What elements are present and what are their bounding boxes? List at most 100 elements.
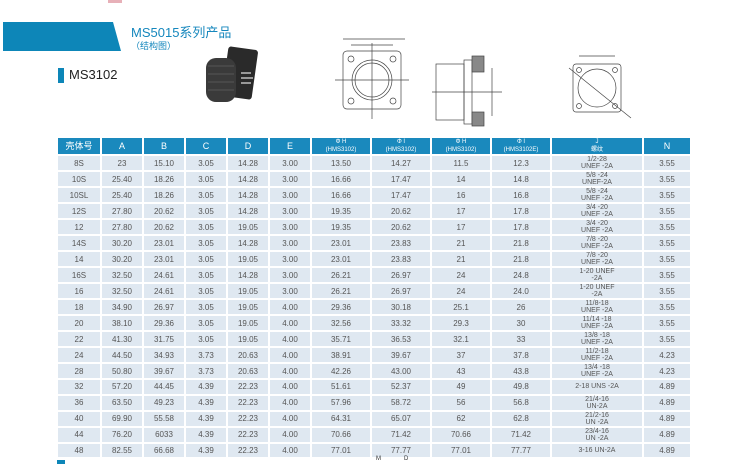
table-cell: 3.55 (644, 300, 690, 314)
table-cell: 70.66 (432, 427, 490, 442)
table-header-row: 壳体号 A B C D E Φ H (HMS3102) Φ I (HMS3102) Φ H (HMS3… (58, 138, 690, 154)
table-cell: 10SL (58, 188, 100, 202)
table-cell: 21.8 (492, 236, 550, 250)
thread-spec-line: UNEF -2A (581, 307, 613, 314)
table-cell: 20.63 (228, 348, 268, 362)
table-cell: 14.27 (372, 156, 430, 170)
table-cell: 11/2-18 UNEF -2A (552, 348, 642, 362)
table-cell: 5/8 -24 UNEF-2A (552, 172, 642, 186)
table-cell: 4.00 (270, 380, 310, 394)
table-cell: 20 (58, 316, 100, 330)
table-cell: 77.77 (372, 443, 430, 458)
table-cell: 32 (58, 380, 100, 394)
table-cell: 25.1 (432, 300, 490, 314)
top-mark (108, 0, 122, 3)
table-cell: 11/8-18 UNEF -2A (552, 300, 642, 314)
table-cell: 64.31 (312, 411, 370, 426)
thread-spec-line: 3-16 UN-2A (578, 447, 616, 455)
table-cell: 19.35 (312, 220, 370, 234)
table-cell: 4.00 (270, 364, 310, 378)
table-cell: 13/8 -18 UNEF -2A (552, 332, 642, 346)
table-cell: 18 (58, 300, 100, 314)
column-header: J 螺纹 (552, 138, 642, 154)
table-cell: 77.77 (492, 443, 550, 458)
thread-spec-line: -2A (591, 291, 603, 298)
table-cell: 3.55 (644, 204, 690, 218)
table-cell: 21/2-16 UN -2A (552, 411, 642, 426)
thread-spec-line: UNEF -2A (581, 211, 613, 218)
table-cell: 23.01 (312, 236, 370, 250)
table-cell: 3.73 (186, 348, 226, 362)
table-cell: 3.00 (270, 220, 310, 234)
table-cell: 17 (432, 204, 490, 218)
table-cell: 39.67 (372, 348, 430, 362)
table-cell: 32.50 (102, 284, 142, 298)
thread-spec-line: UN -2A (585, 434, 609, 442)
thread-spec-line: 7/8 -20 (586, 236, 608, 243)
thread-spec-line: 13/8 -18 (584, 332, 610, 339)
thread-spec-line: 7/8 -20 (586, 252, 608, 259)
table-cell: 58.72 (372, 395, 430, 410)
rear-view-drawing (568, 55, 632, 119)
table-cell: 17 (432, 220, 490, 234)
table-cell: 14.8 (492, 172, 550, 186)
table-cell: 20.62 (372, 220, 430, 234)
column-header: N (644, 138, 690, 154)
table-row: 20 38.10 29.36 3.05 19.05 4.00 32.56 33.32 29.3 3… (58, 316, 690, 330)
table-cell: 24 (432, 268, 490, 282)
thread-spec-line: 2-18 UNS -2A (575, 383, 619, 391)
table-cell: 11.5 (432, 156, 490, 170)
table-cell: 71.42 (492, 427, 550, 442)
table-cell: 4.00 (270, 332, 310, 346)
table-cell: 82.55 (102, 443, 142, 458)
table-cell: 39.67 (144, 364, 184, 378)
column-header-label: Φ I (516, 139, 526, 145)
column-header: E (270, 138, 310, 154)
table-cell: 16.8 (492, 188, 550, 202)
column-header: Φ H (HMS3102) (312, 138, 370, 154)
connector-photo (206, 46, 258, 102)
table-cell: 3.00 (270, 284, 310, 298)
column-header-label: A (118, 141, 125, 151)
table-cell: 14 (432, 172, 490, 186)
side-view-drawing (432, 55, 502, 127)
table-cell: 44 (58, 427, 100, 442)
table-cell: 3.05 (186, 316, 226, 330)
table-row: 28 50.80 39.67 3.73 20.63 4.00 42.26 43.00 43 43.… (58, 364, 690, 378)
table-cell: 20.62 (372, 204, 430, 218)
table-cell: 52.37 (372, 380, 430, 394)
column-header-label: 壳体号 (65, 141, 93, 151)
table-row: 48 82.55 66.68 4.39 22.23 4.00 77.01 77.77 77.01… (58, 443, 690, 458)
table-cell: 3.05 (186, 220, 226, 234)
table-cell: 19.05 (228, 220, 268, 234)
table-cell: 42.26 (312, 364, 370, 378)
table-cell: 34.93 (144, 348, 184, 362)
table-cell: 24.61 (144, 268, 184, 282)
table-cell: 14S (58, 236, 100, 250)
table-cell: 26.97 (372, 268, 430, 282)
table-cell: 2-18 UNS -2A (552, 380, 642, 394)
table-cell: 57.20 (102, 380, 142, 394)
table-cell: 6033 (144, 427, 184, 442)
page-title: MS5015系列产品 (131, 25, 232, 40)
table-row: 10S 25.40 18.26 3.05 14.28 3.00 16.66 17.47 14 14… (58, 172, 690, 186)
column-header-label: C (202, 141, 210, 151)
column-header: C (186, 138, 226, 154)
table-cell: 17.47 (372, 188, 430, 202)
table-cell: 70.66 (312, 427, 370, 442)
table-cell: 33.32 (372, 316, 430, 330)
table-cell: 8S (58, 156, 100, 170)
table-cell: 3.55 (644, 268, 690, 282)
table-cell: 4.00 (270, 348, 310, 362)
table-cell: 77.01 (432, 443, 490, 458)
table-cell: 44.50 (102, 348, 142, 362)
thread-spec-line: 3/4 -20 (586, 204, 608, 211)
dimension-table: 壳体号 A B C D E Φ H (HMS3102) Φ I (HMS3102) Φ H (HMS3… (56, 136, 692, 459)
table-cell: 30.20 (102, 252, 142, 266)
table-cell: 36.53 (372, 332, 430, 346)
table-cell: 22.23 (228, 411, 268, 426)
table-cell: 37.8 (492, 348, 550, 362)
table-cell: 17.47 (372, 172, 430, 186)
table-cell: 14 (58, 252, 100, 266)
column-header-label: N (663, 141, 671, 151)
